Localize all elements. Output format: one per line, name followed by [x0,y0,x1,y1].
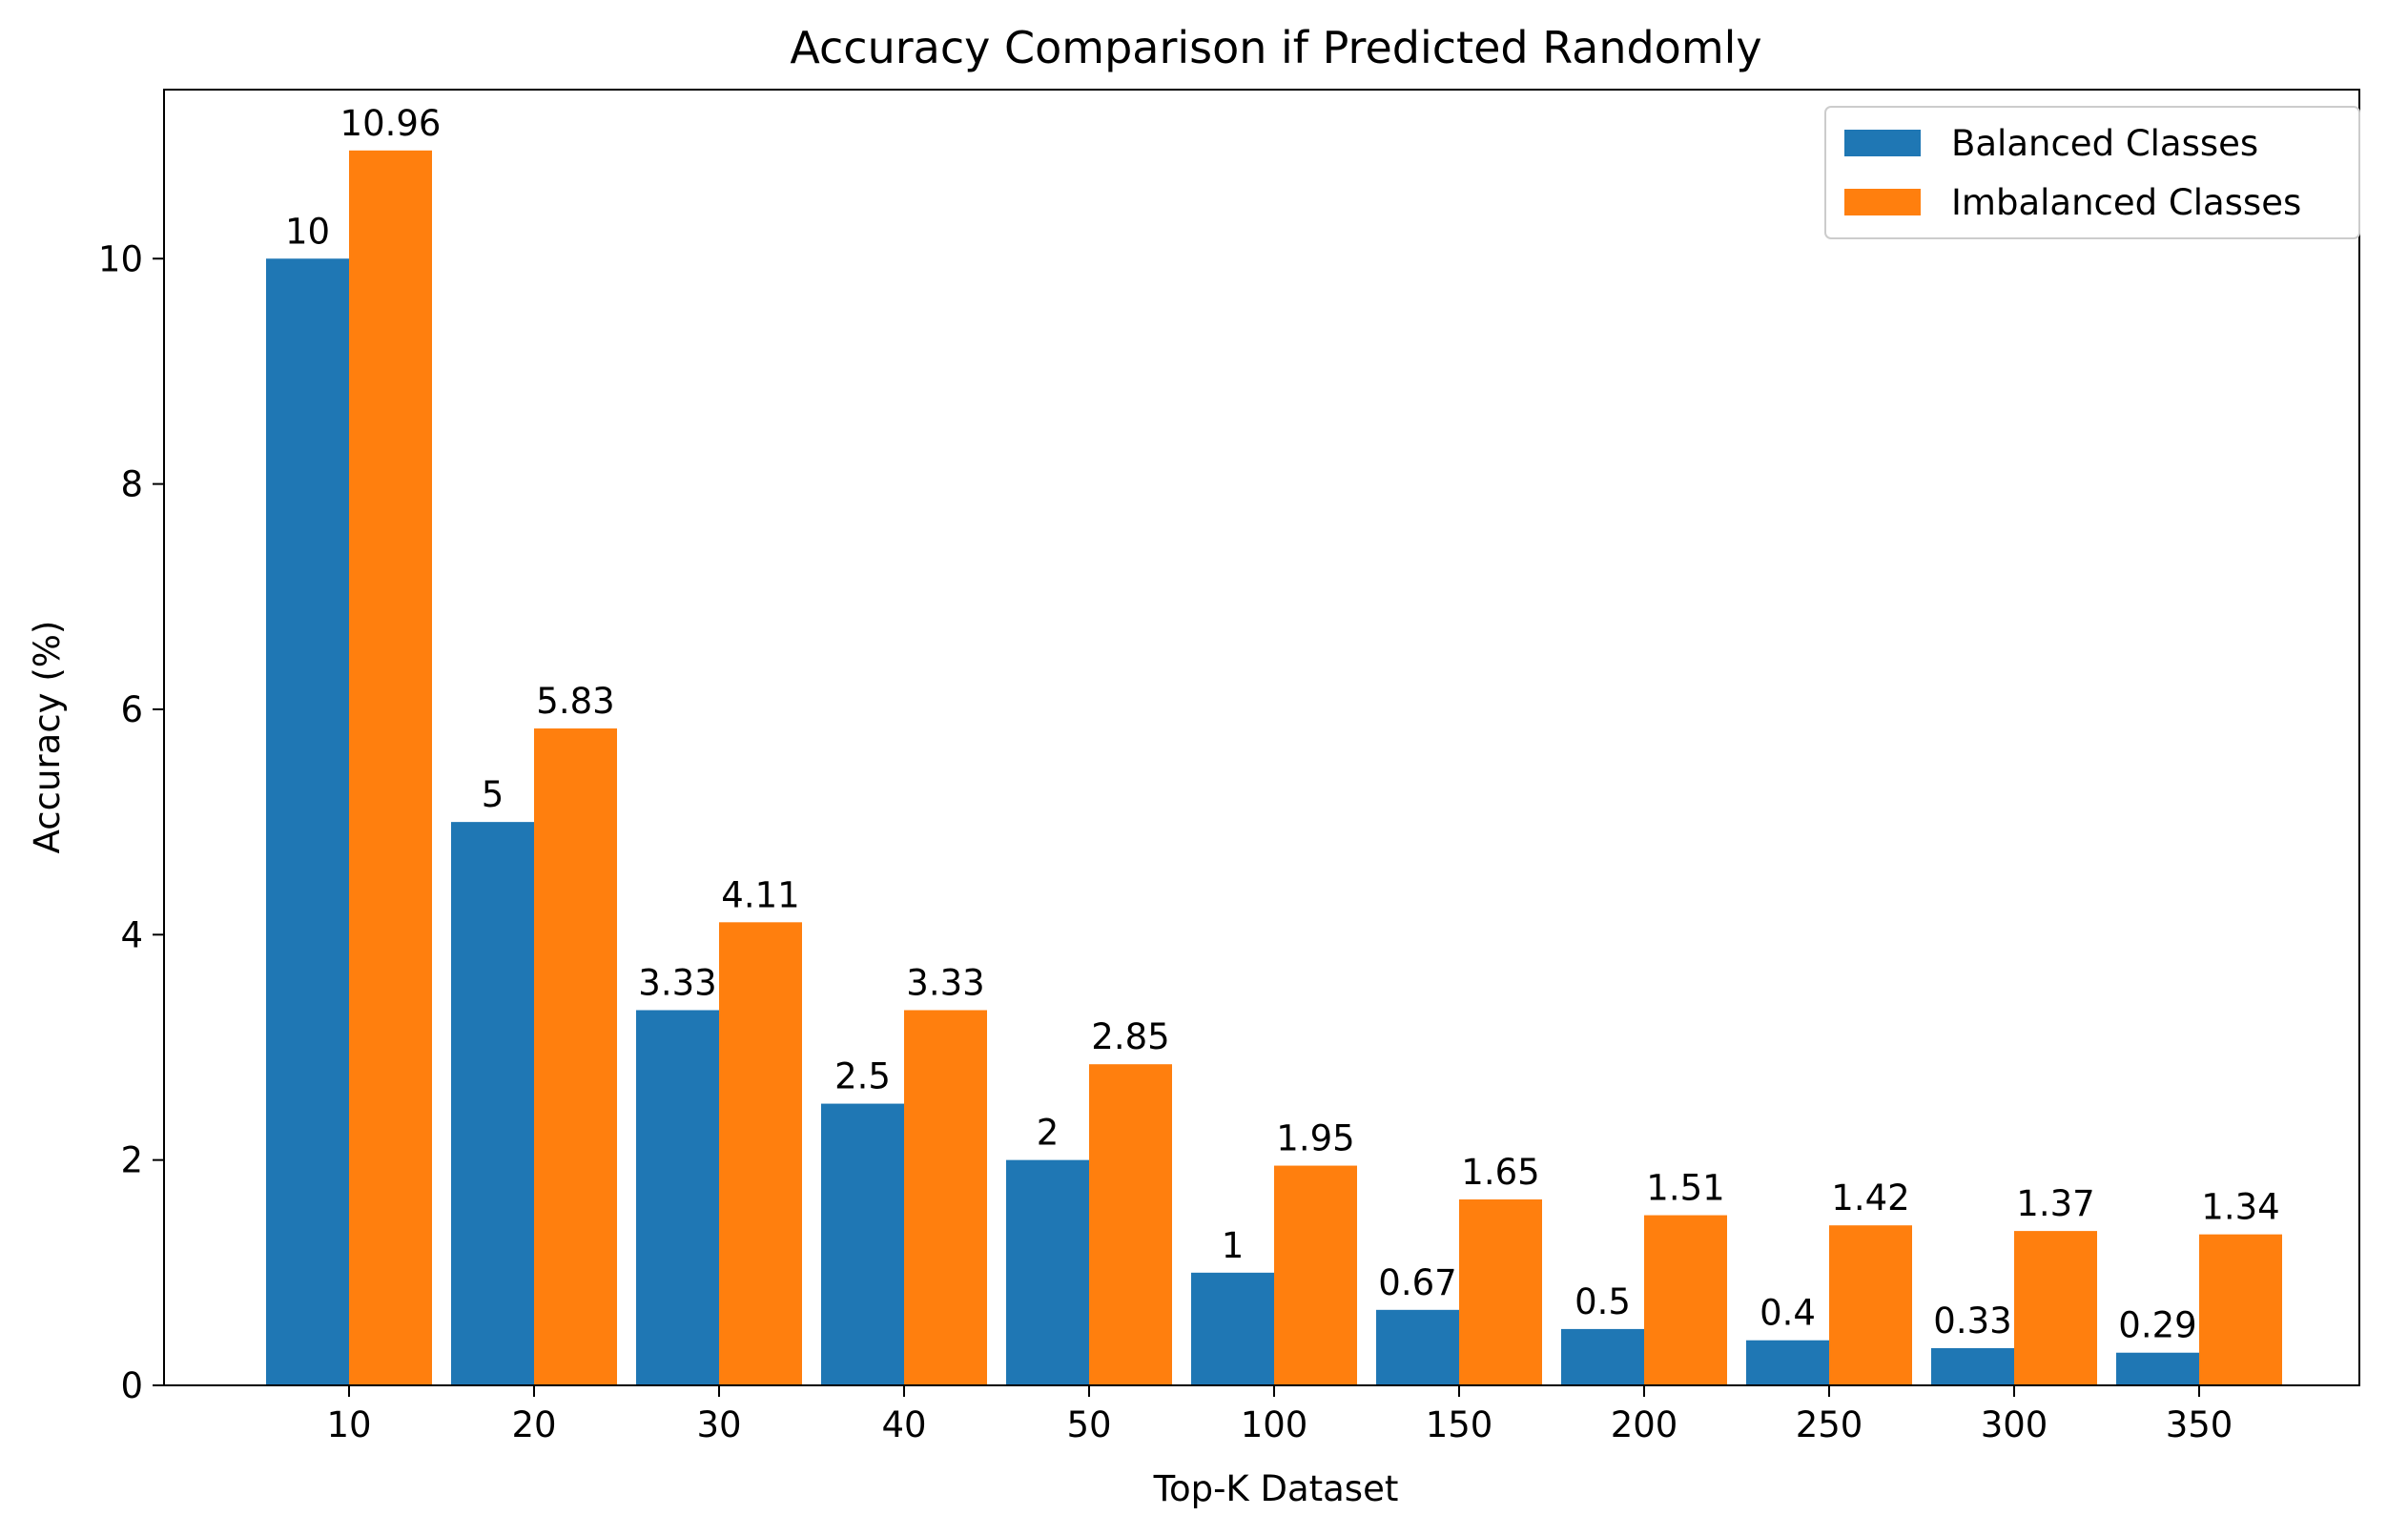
bar-balanced-300 [1931,1348,2014,1385]
bar-balanced-150 [1376,1309,1459,1385]
x-tick-label-300: 300 [1981,1404,2048,1445]
y-tick-label-10: 10 [98,238,143,279]
bar-labels-layer: 10 5 3.33 2.5 2 1 0.67 0.5 0.4 0.33 0.29 10.96 5.83 4… [285,103,2280,1346]
data-label-imbalanced-50: 2.85 [1091,1016,1169,1057]
bar-imbalanced-50 [1089,1064,1172,1385]
bar-imbalanced-100 [1274,1165,1357,1385]
data-label-imbalanced-100: 1.95 [1276,1118,1354,1159]
bar-imbalanced-40 [904,1010,987,1385]
bar-imbalanced-150 [1459,1199,1542,1385]
x-tick-label-250: 250 [1796,1404,1863,1445]
bar-balanced-10 [266,258,349,1385]
y-tick-label-8: 8 [120,464,143,505]
data-label-balanced-200: 0.5 [1574,1281,1631,1322]
data-label-imbalanced-10: 10.96 [340,103,442,144]
bar-balanced-350 [2116,1352,2199,1385]
y-axis-label: Accuracy (%) [27,621,68,854]
bar-imbalanced-250 [1829,1225,1912,1385]
bar-imbalanced-10 [349,150,432,1385]
bar-imbalanced-30 [719,922,802,1385]
chart-title: Accuracy Comparison if Predicted Randoml… [790,22,1761,73]
legend-label-imbalanced: Imbalanced Classes [1951,182,2301,223]
bar-imbalanced-350 [2199,1234,2282,1385]
bar-balanced-30 [636,1010,719,1385]
data-label-imbalanced-300: 1.37 [2016,1183,2094,1224]
data-label-imbalanced-350: 1.34 [2201,1187,2279,1228]
data-label-imbalanced-40: 3.33 [906,962,984,1003]
data-label-balanced-50: 2 [1037,1113,1060,1154]
plot-frame [163,89,2360,1386]
data-label-imbalanced-150: 1.65 [1461,1152,1539,1193]
x-tick-label-40: 40 [881,1404,926,1445]
data-label-balanced-350: 0.29 [2118,1305,2196,1346]
data-label-balanced-150: 0.67 [1378,1262,1456,1303]
x-tick-label-20: 20 [511,1404,556,1445]
data-label-imbalanced-250: 1.42 [1831,1178,1909,1219]
data-label-balanced-20: 5 [482,774,504,815]
x-tick-label-350: 350 [2166,1404,2233,1445]
x-axis-label: Top-K Dataset [1153,1468,1399,1509]
bar-imbalanced-200 [1644,1215,1727,1385]
y-tick-label-4: 4 [120,914,143,955]
x-tick-label-200: 200 [1611,1404,1678,1445]
data-label-imbalanced-200: 1.51 [1646,1168,1724,1209]
data-label-balanced-10: 10 [285,211,330,252]
bar-balanced-250 [1746,1340,1829,1385]
x-tick-label-150: 150 [1426,1404,1493,1445]
bar-balanced-20 [451,822,534,1385]
data-label-imbalanced-30: 4.11 [721,874,799,915]
legend-label-balanced: Balanced Classes [1951,123,2258,164]
bar-imbalanced-300 [2014,1231,2097,1385]
bar-balanced-50 [1006,1159,1089,1385]
x-axis: 10 20 30 40 50 100 150 200 250 300 350 [326,1385,2233,1445]
x-tick-label-100: 100 [1241,1404,1308,1445]
y-tick-label-0: 0 [120,1365,143,1406]
legend-swatch-imbalanced [1844,189,1921,215]
legend-frame [1824,106,2360,239]
data-label-balanced-300: 0.33 [1933,1300,2011,1341]
data-label-balanced-100: 1 [1222,1225,1245,1266]
bars-layer [266,150,2282,1385]
legend: Balanced Classes Imbalanced Classes [1824,106,2360,239]
data-label-balanced-250: 0.4 [1760,1293,1816,1334]
x-tick-label-10: 10 [326,1404,371,1445]
bar-balanced-40 [821,1103,904,1385]
x-tick-label-30: 30 [696,1404,741,1445]
data-label-imbalanced-20: 5.83 [536,681,614,722]
y-tick-label-2: 2 [120,1140,143,1181]
data-label-balanced-40: 2.5 [834,1056,891,1097]
x-tick-label-50: 50 [1066,1404,1111,1445]
y-axis: 0 2 4 6 8 10 [98,238,164,1406]
bar-balanced-100 [1191,1272,1274,1385]
data-label-balanced-30: 3.33 [638,962,716,1003]
y-tick-label-6: 6 [120,689,143,730]
bar-balanced-200 [1561,1328,1644,1385]
bar-imbalanced-20 [534,728,617,1385]
legend-swatch-balanced [1844,130,1921,156]
